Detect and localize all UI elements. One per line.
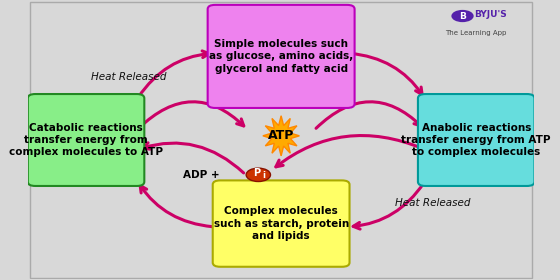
Text: Simple molecules such
as glucose, amino acids,
glycerol and fatty acid: Simple molecules such as glucose, amino … [209, 39, 353, 74]
FancyArrowPatch shape [276, 136, 423, 167]
Text: Anabolic reactions
transfer energy from ATP
to complex molecules: Anabolic reactions transfer energy from … [402, 123, 551, 157]
FancyBboxPatch shape [213, 180, 349, 267]
Text: Catabolic reactions
transfer energy from
complex molecules to ATP: Catabolic reactions transfer energy from… [9, 123, 163, 157]
FancyBboxPatch shape [208, 5, 354, 108]
FancyArrowPatch shape [350, 53, 422, 94]
FancyArrowPatch shape [139, 102, 244, 128]
Text: BYJU'S: BYJU'S [474, 10, 507, 19]
Text: P: P [253, 168, 260, 178]
FancyArrowPatch shape [138, 51, 209, 97]
Text: Heat Released: Heat Released [395, 198, 471, 208]
FancyArrowPatch shape [353, 183, 424, 229]
FancyArrowPatch shape [140, 186, 212, 227]
Polygon shape [263, 116, 300, 156]
FancyBboxPatch shape [418, 94, 534, 186]
FancyArrowPatch shape [143, 143, 244, 173]
Text: Complex molecules
such as starch, protein
and lipids: Complex molecules such as starch, protei… [213, 206, 349, 241]
Circle shape [246, 168, 270, 181]
Text: The Learning App: The Learning App [445, 30, 507, 36]
FancyBboxPatch shape [28, 94, 144, 186]
Text: ADP +: ADP + [183, 170, 223, 180]
Circle shape [451, 10, 474, 22]
FancyArrowPatch shape [316, 102, 421, 128]
Text: i: i [262, 171, 265, 180]
Text: Heat Released: Heat Released [91, 72, 167, 82]
Text: B: B [459, 11, 466, 20]
Text: ATP: ATP [268, 129, 295, 142]
